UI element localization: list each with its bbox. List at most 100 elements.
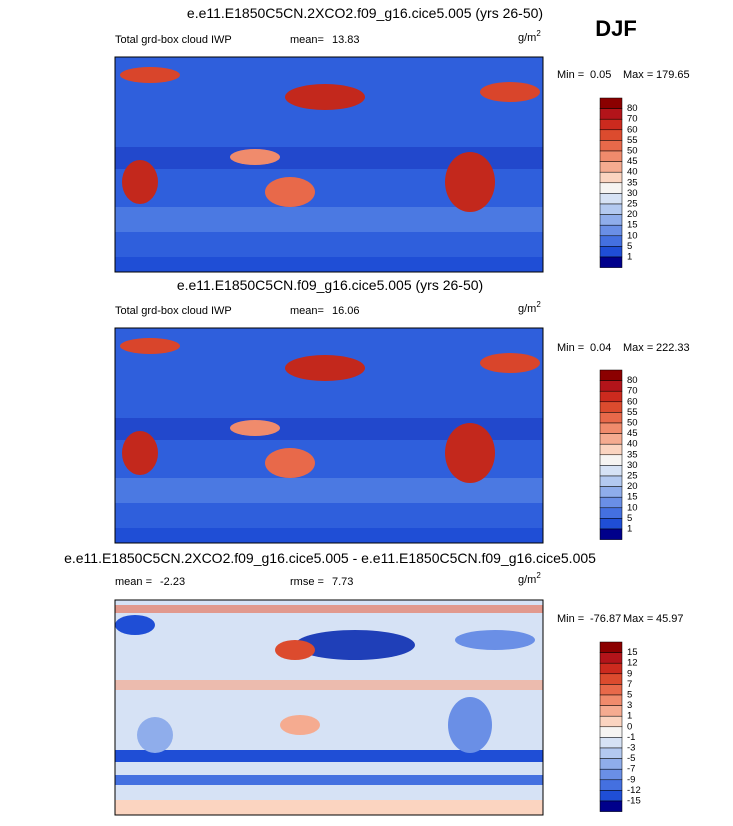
units-exponent: 2: [536, 29, 541, 38]
colorbar-box: [599, 182, 623, 194]
colorbar-box: [599, 203, 623, 215]
colorbar-label: 25: [627, 199, 638, 210]
colorbar-label: 5: [627, 513, 632, 524]
max-value: 45.97: [656, 613, 684, 625]
min-label: Min =: [557, 613, 584, 625]
map-field: [115, 57, 543, 272]
min-value: 0.05: [590, 69, 611, 81]
min-label: Min =: [557, 69, 584, 81]
colorbar-label: -5: [627, 753, 635, 764]
colorbar-box: [599, 129, 623, 141]
panel-title: e.e11.E1850C5CN.2XCO2.f09_g16.cice5.005 …: [187, 5, 543, 21]
colorbar-box: [599, 705, 623, 717]
max-label: Max =: [623, 69, 653, 81]
stat-label: rmse =: [290, 576, 324, 588]
map-frame: [114, 599, 544, 816]
colorbar-label: 12: [627, 658, 638, 669]
colorbar-label: 9: [627, 668, 632, 679]
colorbar-box: [599, 518, 623, 530]
map-frame: [114, 327, 544, 544]
colorbar-box: [599, 150, 623, 162]
colorbar-box: [599, 726, 623, 738]
colorbar-box: [599, 507, 623, 519]
map-field: [115, 328, 543, 543]
colorbar-label: 70: [627, 386, 638, 397]
colorbar-box: [599, 422, 623, 434]
colorbar-label: 40: [627, 167, 638, 178]
units: g/m2: [518, 29, 541, 44]
units-exponent: 2: [536, 571, 541, 580]
colorbar-box: [599, 652, 623, 664]
colorbar-label: 7: [627, 679, 632, 690]
colorbar-box: [599, 737, 623, 749]
panel-title: e.e11.E1850C5CN.f09_g16.cice5.005 (yrs 2…: [177, 277, 483, 293]
colorbar-label: 80: [627, 375, 638, 386]
colorbar-box: [599, 235, 623, 247]
colorbar-box: [599, 475, 623, 487]
left-label: Total grd-box cloud IWP: [115, 305, 232, 317]
colorbar-box: [599, 401, 623, 413]
colorbar-label: 50: [627, 146, 638, 157]
colorbar-box: [599, 246, 623, 258]
colorbar-box: [599, 528, 623, 540]
max-label: Max =: [623, 342, 653, 354]
colorbar-box: [599, 380, 623, 392]
colorbar-box: [599, 758, 623, 770]
colorbar-box: [599, 790, 623, 802]
colorbar-label: -12: [627, 785, 641, 796]
map-field: [115, 600, 543, 815]
panel-title: e.e11.E1850C5CN.2XCO2.f09_g16.cice5.005 …: [64, 550, 596, 566]
max-value: 222.33: [656, 342, 690, 354]
units-base: g/m: [518, 32, 536, 44]
colorbar-label: 1: [627, 711, 632, 722]
colorbar-label: 50: [627, 418, 638, 429]
colorbar-label: 45: [627, 428, 638, 439]
map: [114, 327, 544, 544]
colorbar-label: 25: [627, 471, 638, 482]
colorbar-box: [599, 465, 623, 477]
colorbar-label: 0: [627, 721, 632, 732]
colorbar-box: [599, 256, 623, 268]
colorbar-box: [599, 662, 623, 675]
colorbar-label: 5: [627, 241, 632, 252]
colorbar-label: -1: [627, 732, 635, 743]
map-frame: [114, 56, 544, 273]
colorbar-label: 10: [627, 502, 638, 513]
colorbar-box: [599, 684, 623, 696]
colorbar-box: [599, 779, 623, 791]
colorbar-label: 15: [627, 647, 638, 658]
map: [114, 599, 544, 816]
colorbar-box: [599, 214, 623, 226]
left-value: -2.23: [160, 576, 185, 588]
colorbar-label: 15: [627, 492, 638, 503]
units: g/m2: [518, 571, 541, 586]
colorbar-label: 15: [627, 220, 638, 231]
colorbar-box: [599, 443, 623, 456]
colorbar-box: [599, 768, 623, 781]
colorbar-box: [599, 140, 623, 152]
colorbar-label: 20: [627, 209, 638, 220]
colorbar-label: 55: [627, 407, 638, 418]
colorbar-label: 30: [627, 460, 638, 471]
stat-value: 7.73: [332, 576, 353, 588]
colorbar-box: [599, 747, 623, 759]
season-label: DJF: [595, 16, 637, 41]
stat-value: 13.83: [332, 34, 360, 46]
colorbar-label: 30: [627, 188, 638, 199]
colorbar-box: [599, 412, 623, 424]
colorbar-box: [599, 390, 623, 403]
colorbar-label: 70: [627, 114, 638, 125]
colorbar-label: 3: [627, 700, 632, 711]
colorbar-label: 1: [627, 524, 632, 535]
colorbar-label: 5: [627, 690, 632, 701]
stat-label: mean=: [290, 305, 324, 317]
colorbar-box: [599, 641, 623, 653]
colorbar-box: [599, 800, 623, 812]
min-value: 0.04: [590, 342, 611, 354]
left-label: Total grd-box cloud IWP: [115, 34, 232, 46]
colorbar-label: -7: [627, 764, 635, 775]
colorbar-box: [599, 486, 623, 498]
colorbar-box: [599, 97, 623, 109]
colorbar-box: [599, 496, 623, 509]
